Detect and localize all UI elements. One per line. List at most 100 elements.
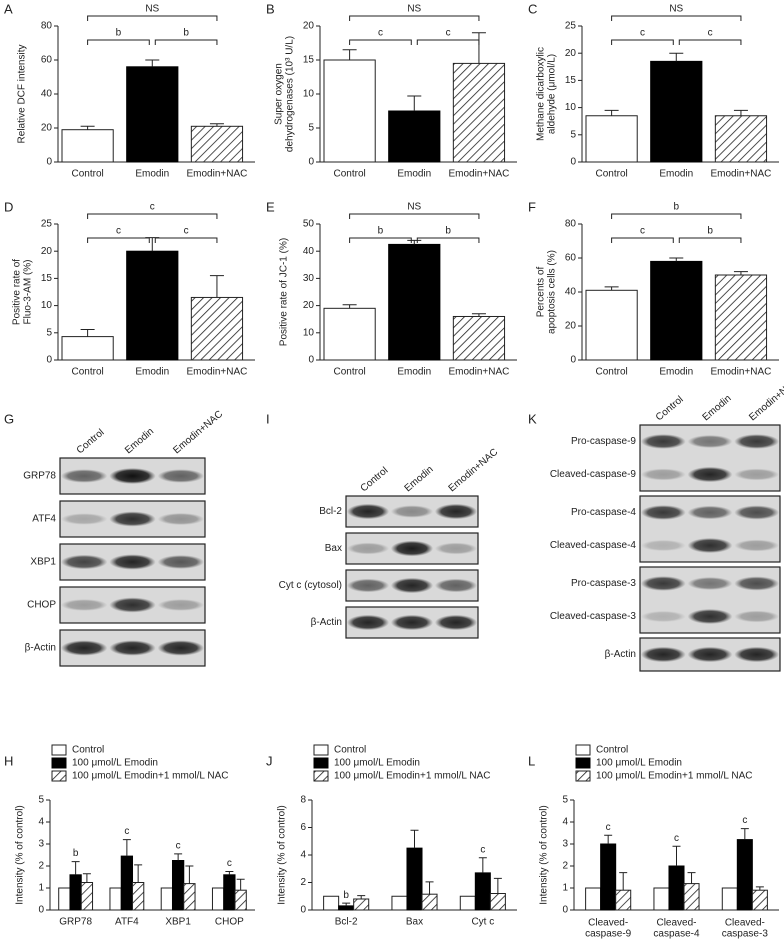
band-label: GRP78	[23, 471, 56, 482]
panel-letter: C	[528, 1, 537, 16]
band-label: Pro-caspase-4	[571, 507, 636, 518]
y-tick-label: 15	[303, 55, 315, 66]
band	[687, 505, 733, 520]
significance-label: b	[707, 226, 713, 237]
band	[640, 468, 686, 481]
y-tick-label: 1	[38, 883, 44, 894]
significance-bracket	[349, 39, 412, 45]
bar	[459, 895, 476, 911]
error-bar	[236, 878, 245, 891]
significance-label: b	[673, 202, 679, 213]
panel-letter: G	[4, 411, 14, 426]
band	[60, 554, 108, 570]
band	[60, 469, 108, 483]
significance-label: c	[176, 841, 181, 852]
significance-bracket	[87, 237, 150, 243]
bar	[353, 898, 370, 911]
band	[640, 434, 686, 449]
error-bar	[145, 59, 160, 67]
band	[390, 577, 434, 594]
legend-swatch	[51, 744, 67, 756]
significance-label: c	[227, 858, 232, 869]
x-tick-label: Emodin+NAC	[711, 169, 772, 180]
bar	[668, 865, 685, 911]
significance-bracket	[611, 39, 674, 45]
legend-swatch	[575, 744, 591, 756]
band	[640, 646, 686, 663]
band	[390, 614, 434, 631]
x-tick-label: Control	[333, 367, 365, 378]
legend-label: Control	[334, 745, 366, 756]
bar	[80, 882, 94, 911]
x-tick-label: Emodin	[135, 367, 169, 378]
y-axis-label: Super oxygendehydrogenases (10³ U/L)	[273, 36, 295, 152]
y-axis-label: Intensity (% of control)	[15, 805, 26, 904]
band	[640, 576, 686, 591]
legend-label: 100 μmol/L Emodin+1 mmol/L NAC	[596, 771, 752, 782]
bar	[211, 887, 225, 911]
band	[734, 434, 780, 449]
legend-label: 100 μmol/L Emodin	[72, 758, 158, 769]
error-bar	[342, 304, 357, 309]
x-tick-label: Emodin+NAC	[187, 169, 248, 180]
bar	[585, 289, 638, 361]
band	[734, 468, 780, 481]
y-tick-label: 4	[300, 850, 306, 861]
band-label: Cleaved-caspase-3	[550, 611, 637, 622]
y-tick-label: 3	[38, 839, 44, 850]
error-bar	[342, 902, 351, 906]
error-bar	[209, 275, 224, 298]
band	[109, 640, 156, 656]
band	[60, 513, 108, 525]
significance-bracket	[678, 39, 742, 45]
error-bar	[755, 886, 764, 891]
lane-label: Emodin	[701, 393, 734, 423]
panel-letter: H	[4, 753, 13, 768]
bar	[489, 893, 506, 911]
lane-label: Emodin	[403, 464, 436, 494]
y-tick-label: 5	[308, 123, 314, 134]
bar	[109, 887, 122, 911]
band	[434, 614, 478, 631]
panel-letter: A	[4, 1, 13, 16]
band	[687, 608, 733, 625]
y-tick-label: 60	[565, 253, 577, 264]
significance-bracket	[349, 237, 412, 243]
legend-swatch	[51, 757, 67, 769]
significance-label: b	[116, 28, 122, 39]
bar	[585, 115, 638, 163]
bar	[132, 882, 145, 911]
legend-swatch	[51, 770, 67, 782]
bar	[653, 887, 670, 911]
significance-label: b	[378, 226, 384, 237]
error-bar	[80, 329, 95, 337]
y-axis-label: Percents ofapoptosis cells (%)	[535, 250, 557, 334]
bar	[600, 843, 617, 911]
y-tick-label: 80	[41, 21, 53, 32]
lane-label: Control	[359, 465, 391, 494]
y-axis-label: Intensity (% of control)	[277, 805, 288, 904]
significance-label: c	[742, 815, 747, 826]
error-bar	[82, 873, 91, 883]
error-bar	[478, 857, 487, 873]
error-bar	[733, 109, 748, 116]
significance-bracket	[416, 39, 480, 45]
panel-letter: B	[266, 1, 275, 16]
significance-label: b	[73, 848, 79, 859]
band	[346, 614, 390, 631]
y-tick-label: 80	[565, 219, 577, 230]
y-tick-label: 2	[300, 877, 306, 888]
bar	[69, 874, 82, 911]
y-tick-label: 5	[562, 795, 568, 806]
error-bar	[145, 237, 160, 252]
legend-swatch	[313, 757, 329, 769]
y-tick-label: 20	[303, 21, 315, 32]
bar	[650, 260, 703, 361]
band	[60, 640, 108, 656]
y-tick-label: 6	[300, 822, 306, 833]
band	[157, 512, 205, 526]
x-tick-label: CHOP	[215, 917, 244, 928]
band	[734, 646, 780, 663]
y-tick-label: 1	[562, 883, 568, 894]
